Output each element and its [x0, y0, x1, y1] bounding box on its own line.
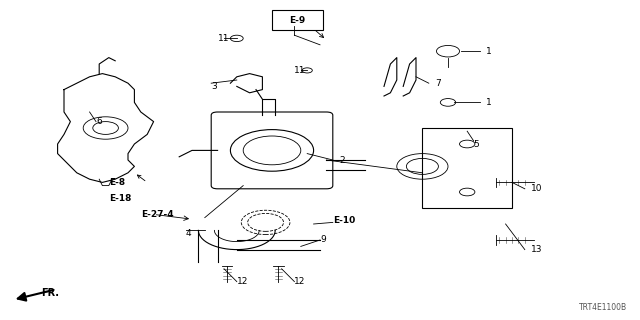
Text: 7: 7 — [435, 79, 441, 88]
Text: 2: 2 — [339, 156, 345, 164]
Text: 6: 6 — [96, 117, 102, 126]
Text: 1: 1 — [486, 98, 492, 107]
Text: 12: 12 — [237, 277, 248, 286]
Text: E-10: E-10 — [333, 216, 355, 225]
Text: 3: 3 — [211, 82, 217, 91]
Text: TRT4E1100B: TRT4E1100B — [579, 303, 627, 312]
Text: 12: 12 — [294, 277, 306, 286]
Text: 5: 5 — [474, 140, 479, 148]
Text: FR.: FR. — [42, 288, 60, 298]
Text: E-27-4: E-27-4 — [141, 210, 173, 219]
Text: E-9: E-9 — [289, 16, 306, 25]
Text: 11: 11 — [294, 66, 306, 75]
Text: E-18: E-18 — [109, 194, 131, 203]
Text: 13: 13 — [531, 245, 543, 254]
Bar — [422, 128, 512, 208]
Text: 9: 9 — [320, 236, 326, 244]
Text: E-8: E-8 — [109, 178, 125, 187]
Text: 11: 11 — [218, 34, 229, 43]
Text: 4: 4 — [186, 229, 191, 238]
Text: 10: 10 — [531, 184, 543, 193]
Text: 1: 1 — [486, 47, 492, 56]
